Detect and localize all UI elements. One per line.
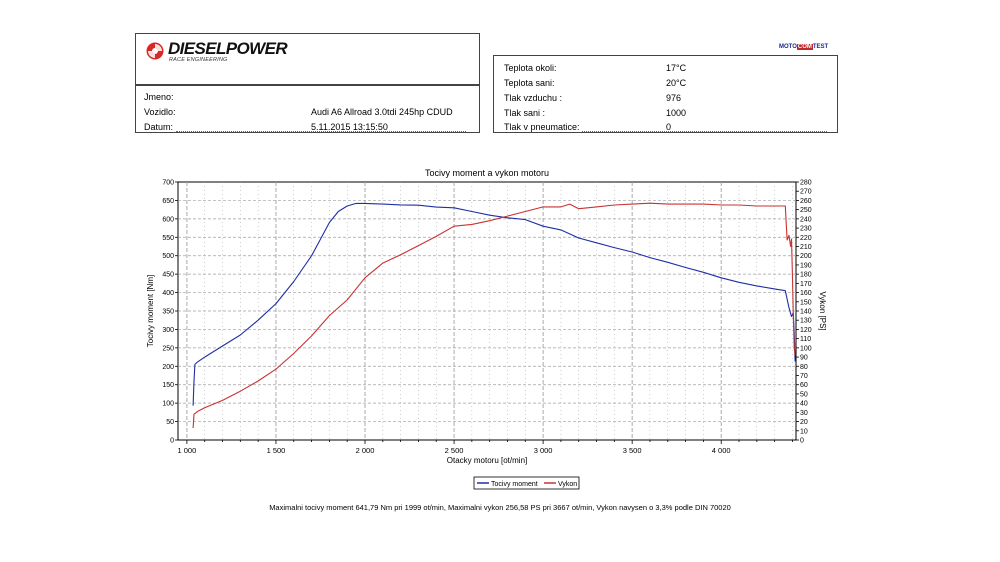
y2-tick-label: 210 <box>800 244 812 251</box>
x-axis-label: Otacky motoru [ot/min] <box>447 456 527 465</box>
y-tick-label: 300 <box>162 327 174 334</box>
y2-tick-label: 250 <box>800 207 812 214</box>
y2-tick-label: 220 <box>800 235 812 242</box>
y2-tick-label: 150 <box>800 299 812 306</box>
result-summary: Maximalni tocivy moment 641,79 Nm pri 19… <box>269 503 731 512</box>
vehicle-info-panel: Jmeno: Vozidlo: Audi A6 Allroad 3.0tdi 2… <box>135 85 480 133</box>
y2-axis-label: Vykon [PS] <box>818 291 827 330</box>
y-tick-label: 0 <box>170 438 174 445</box>
tire-pressure-underline <box>582 131 827 132</box>
y-tick-label: 550 <box>162 235 174 242</box>
air-pressure-value: 976 <box>666 93 682 103</box>
x-tick-label: 2 000 <box>356 446 375 455</box>
tire-pressure-label: Tlak v pneumatice: <box>504 122 580 132</box>
intake-temp-label: Teplota sani: <box>504 78 555 88</box>
y-tick-label: 650 <box>162 198 174 205</box>
y2-tick-label: 70 <box>800 373 808 380</box>
y2-tick-label: 110 <box>800 336 811 343</box>
y2-tick-label: 80 <box>800 364 808 371</box>
y2-tick-label: 270 <box>800 189 812 196</box>
y-tick-label: 400 <box>162 290 174 297</box>
legend-label-power: Vykon <box>558 481 577 488</box>
legend-label-torque: Tocivy moment <box>491 481 538 488</box>
y2-tick-label: 100 <box>800 345 812 352</box>
axes: 0501001502002503003504004505005506006507… <box>162 180 811 456</box>
power-line <box>192 202 796 429</box>
air-pressure-label: Tlak vzduchu : <box>504 93 563 103</box>
y-tick-label: 500 <box>162 253 174 260</box>
chart-title: Tocivy moment a vykon motoru <box>425 168 549 178</box>
torque-line <box>192 202 796 406</box>
y-tick-label: 100 <box>162 401 174 408</box>
y2-tick-label: 260 <box>800 198 812 205</box>
vehicle-label: Vozidlo: <box>144 107 176 117</box>
turbo-logo-icon <box>146 42 164 60</box>
y-axis-label: Tocivy moment [Nm] <box>146 275 155 347</box>
y2-tick-label: 240 <box>800 216 812 223</box>
legend-box <box>473 476 580 490</box>
y-tick-label: 150 <box>162 382 174 389</box>
intake-pressure-label: Tlak sani : <box>504 108 546 118</box>
y-tick-label: 450 <box>162 272 174 279</box>
ambient-temp-value: 17°C <box>666 63 687 73</box>
ambient-temp-label: Teplota okoli: <box>504 63 557 73</box>
x-tick-label: 4 000 <box>712 446 731 455</box>
x-tick-label: 3 000 <box>534 446 553 455</box>
date-value: 5.11.2015 13:15:50 <box>311 122 388 132</box>
y2-tick-label: 40 <box>800 401 808 408</box>
grid <box>178 182 796 440</box>
brand-subtitle: RACE ENGINEERING <box>169 57 228 63</box>
y2-tick-label: 130 <box>800 318 812 325</box>
name-label: Jmeno: <box>144 92 174 102</box>
y2-tick-label: 30 <box>800 410 808 417</box>
motocomtest-badge: MOTOCOMTEST <box>779 44 829 50</box>
legend: Tocivy moment Vykon <box>473 476 580 490</box>
x-tick-label: 3 500 <box>623 446 642 455</box>
y-tick-label: 700 <box>162 180 174 187</box>
y2-tick-label: 280 <box>800 180 812 187</box>
y-tick-label: 350 <box>162 309 174 316</box>
y2-tick-label: 190 <box>800 262 812 269</box>
x-tick-label: 1 500 <box>267 446 286 455</box>
logo-panel: DIESELPOWER RACE ENGINEERING <box>135 33 480 85</box>
y2-tick-label: 140 <box>800 309 812 316</box>
y2-tick-label: 120 <box>800 327 812 334</box>
date-label: Datum: <box>144 122 174 132</box>
x-tick-label: 1 000 <box>178 446 197 455</box>
x-tick-label: 2 500 <box>445 446 464 455</box>
y2-tick-label: 90 <box>800 355 808 362</box>
y2-tick-label: 60 <box>800 382 808 389</box>
y-tick-label: 250 <box>162 345 174 352</box>
brand-name: DIESELPOWER <box>168 39 288 58</box>
y2-tick-label: 160 <box>800 290 812 297</box>
y2-tick-label: 10 <box>800 428 808 435</box>
y-tick-label: 50 <box>166 419 174 426</box>
conditions-panel: Teplota okoli: 17°C Teplota sani: 20°C T… <box>493 55 838 133</box>
y2-tick-label: 230 <box>800 226 812 233</box>
vehicle-value: Audi A6 Allroad 3.0tdi 245hp CDUD <box>311 107 453 117</box>
y2-tick-label: 50 <box>800 391 808 398</box>
tire-pressure-value: 0 <box>666 122 672 132</box>
intake-temp-value: 20°C <box>666 78 687 88</box>
y2-tick-label: 200 <box>800 253 812 260</box>
series <box>192 202 796 429</box>
y2-tick-label: 0 <box>800 438 804 445</box>
y2-tick-label: 20 <box>800 419 808 426</box>
date-underline <box>176 131 466 132</box>
intake-pressure-value: 1000 <box>666 108 687 118</box>
y2-tick-label: 170 <box>800 281 812 288</box>
y-tick-label: 600 <box>162 216 174 223</box>
y-tick-label: 200 <box>162 364 174 371</box>
y2-tick-label: 180 <box>800 272 812 279</box>
